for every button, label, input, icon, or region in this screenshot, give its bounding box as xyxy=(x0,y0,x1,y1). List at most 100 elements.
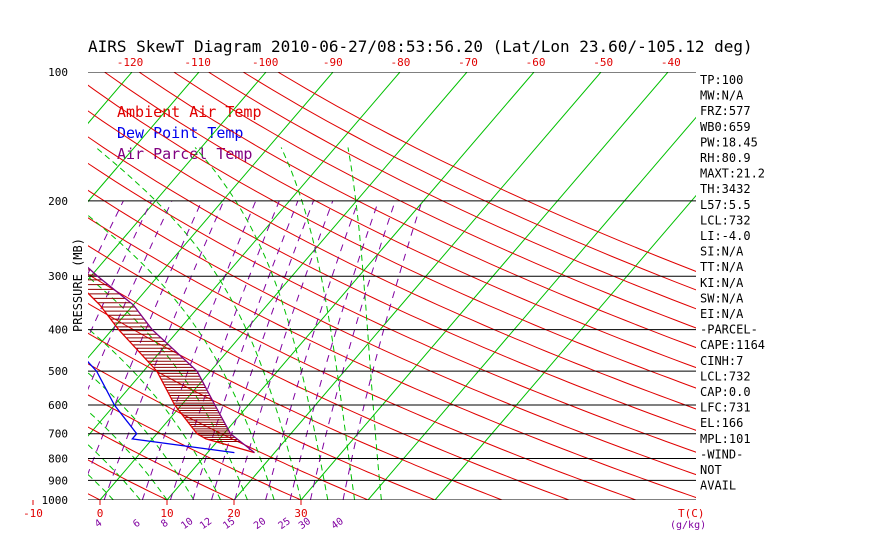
index-entry: LFC:731 xyxy=(700,401,751,415)
mixing-ratio-unit-label: (g/kg) xyxy=(670,520,706,531)
index-entry: TT:N/A xyxy=(700,260,744,274)
pressure-tick-label: 900 xyxy=(48,474,68,487)
isotherm-line xyxy=(88,72,267,281)
pressure-tick-label: 200 xyxy=(48,195,68,208)
mixing-ratio-line xyxy=(211,200,314,500)
legend-entry: Air Parcel Temp xyxy=(117,145,252,163)
top-temp-tick-label: -80 xyxy=(390,56,410,69)
top-temp-tick-label: -50 xyxy=(593,56,613,69)
isotherm-line xyxy=(88,72,200,203)
index-entry: -WIND- xyxy=(700,447,743,461)
moist-adiabat-line xyxy=(88,276,248,500)
index-entry: MW:N/A xyxy=(700,89,744,103)
mixing-ratio-line xyxy=(192,200,299,500)
top-temp-tick-label: -40 xyxy=(661,56,681,69)
index-entry: LI:-4.0 xyxy=(700,229,751,243)
mixing-ratio-label: 40 xyxy=(330,516,346,532)
index-entry: LCL:732 xyxy=(700,213,751,227)
mixing-ratio-line xyxy=(265,200,359,500)
dry-adiabat-line xyxy=(88,273,570,500)
dry-adiabat-line xyxy=(88,110,696,410)
mixing-ratio-line xyxy=(0,201,22,500)
moist-adiabat-line xyxy=(280,147,356,500)
temp-tick-label: 20 xyxy=(227,507,240,520)
dry-adiabat-line xyxy=(173,72,696,329)
pressure-tick-label: 700 xyxy=(48,428,68,441)
mixing-ratio-line xyxy=(342,200,423,500)
series xyxy=(88,266,255,454)
series-line-dew-point xyxy=(88,360,235,454)
index-entry: SI:N/A xyxy=(700,245,744,259)
dry-adiabat-line xyxy=(88,302,503,500)
mixing-ratio-label: 10 xyxy=(179,516,195,532)
index-entry: RH:80.9 xyxy=(700,151,751,165)
moist-adiabat-line xyxy=(88,214,275,500)
pressure-tick-label: 400 xyxy=(48,324,68,337)
moist-adiabat-line xyxy=(194,147,329,500)
moist-adiabat-line xyxy=(88,372,195,500)
isotherm-line xyxy=(300,72,669,500)
isotherm-line xyxy=(88,72,401,437)
isotherm-line xyxy=(233,72,602,500)
chart-title: AIRS SkewT Diagram 2010-06-27/08:53:56.2… xyxy=(88,37,753,56)
grid xyxy=(0,72,696,500)
isotherm-line xyxy=(99,72,468,500)
mixing-ratio-line xyxy=(103,200,225,500)
index-entry: KI:N/A xyxy=(700,276,744,290)
mixing-ratio-line xyxy=(88,200,152,339)
index-entry: -PARCEL- xyxy=(700,323,758,337)
dry-adiabat-line xyxy=(138,72,696,349)
mixing-ratio-label: 12 xyxy=(198,516,214,532)
top-temp-tick-label: -120 xyxy=(117,56,144,69)
pressure-tick-label: 100 xyxy=(48,66,68,79)
index-entry: LCL:732 xyxy=(700,369,751,383)
index-entry: EI:N/A xyxy=(700,307,744,321)
pressure-tick-label: 300 xyxy=(48,270,68,283)
index-entry: CAP:0.0 xyxy=(700,385,751,399)
temp-tick-label: -10 xyxy=(23,507,43,520)
legend-entry: Ambient Air Temp xyxy=(117,103,262,121)
mixing-ratio-label: 8 xyxy=(159,518,170,530)
mixing-ratio-label: 25 xyxy=(277,516,293,532)
top-temp-tick-label: -90 xyxy=(323,56,343,69)
moist-adiabat-line xyxy=(347,147,382,500)
mixing-ratio-line xyxy=(169,200,280,500)
moist-adiabat-line xyxy=(88,410,168,500)
dry-adiabat-line xyxy=(277,72,696,272)
mixing-ratio-label: 6 xyxy=(131,518,142,530)
series-line-parcel-temp xyxy=(88,266,255,454)
axes: 1002003004005006007008009001000-50-40-30… xyxy=(23,56,706,532)
dry-adiabat-line xyxy=(88,84,696,389)
dry-adiabat-line xyxy=(88,363,369,500)
index-entry: FRZ:577 xyxy=(700,104,751,118)
y-axis-label: PRESSURE (MB) xyxy=(71,238,85,332)
dry-adiabat-line xyxy=(88,217,696,499)
top-temp-tick-label: -110 xyxy=(184,56,211,69)
index-entry: MPL:101 xyxy=(700,432,751,446)
index-entry: AVAIL xyxy=(700,479,736,493)
isotherm-line xyxy=(367,116,696,500)
dry-adiabat-line xyxy=(104,72,696,369)
isotherm-line xyxy=(434,194,696,500)
top-temp-tick-label: -100 xyxy=(252,56,279,69)
index-entry: SW:N/A xyxy=(700,291,744,305)
index-entry: WB0:659 xyxy=(700,120,751,134)
mixing-ratio-line xyxy=(88,200,173,391)
temp-tick-label: 10 xyxy=(160,507,173,520)
moist-adiabat-line xyxy=(0,147,33,500)
isotherm-line xyxy=(88,72,334,359)
legend: Ambient Air Temp Dew Point Temp Air Parcel… xyxy=(117,103,262,163)
pressure-tick-label: 500 xyxy=(48,365,68,378)
index-entry: PW:18.45 xyxy=(700,135,758,149)
index-entry: TP:100 xyxy=(700,73,743,87)
index-entry: L57:5.5 xyxy=(700,198,751,212)
temp-tick-label: 30 xyxy=(294,507,307,520)
temp-unit-label: T(C) xyxy=(678,507,705,520)
pressure-tick-label: 600 xyxy=(48,399,68,412)
dry-adiabat-line xyxy=(88,245,637,500)
mixing-ratio-line xyxy=(289,200,379,500)
series-line-ambient-temp xyxy=(88,292,255,454)
dry-adiabat-line xyxy=(88,459,168,500)
